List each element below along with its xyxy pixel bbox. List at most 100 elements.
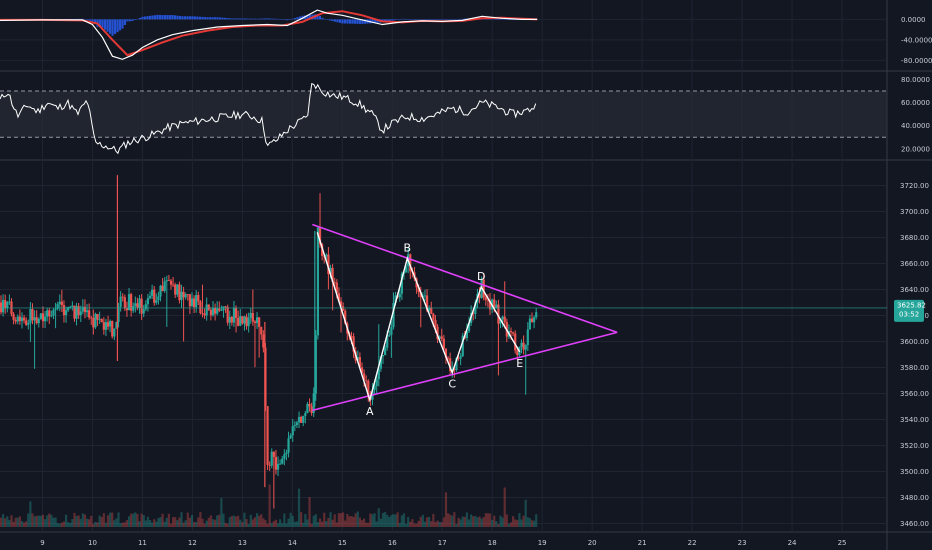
candle-body	[56, 304, 59, 309]
candle-body	[234, 307, 238, 318]
macd-histogram-bar	[158, 14, 162, 20]
candle-body	[62, 305, 66, 316]
volume-bar	[163, 521, 166, 527]
candle-body	[142, 309, 145, 314]
macd-histogram-bar	[121, 19, 124, 29]
candle-body	[75, 306, 78, 319]
price-axis[interactable]: 3720.003700.003680.003660.003640.003620.…	[900, 16, 932, 528]
candle-body	[486, 299, 490, 301]
volume-bar	[532, 520, 536, 527]
candle-body	[1, 300, 5, 313]
macd-histogram-bar	[501, 19, 504, 20]
candle-body	[127, 294, 131, 311]
volume-bar	[211, 519, 215, 527]
candle-body	[136, 303, 139, 308]
time-axis[interactable]: 9 10 11 12 13 14 15 16 17 18 19 20 21 22 23 24 25	[40, 539, 846, 547]
candle-body	[329, 267, 332, 275]
candle-body	[333, 281, 336, 283]
candle-body	[165, 280, 168, 282]
candle-body	[197, 295, 200, 302]
candle-body	[155, 300, 158, 303]
candle-body	[83, 306, 87, 313]
volume-bar	[430, 521, 433, 527]
candle-body	[16, 316, 19, 322]
volume-bar	[297, 488, 301, 527]
volume-bar	[67, 522, 70, 527]
price-tick-label: 3500.00	[900, 468, 929, 476]
last-price-badge-bg	[894, 299, 924, 322]
volume-bar	[102, 513, 105, 527]
volume-bar	[285, 523, 288, 527]
volume-bar	[327, 517, 330, 527]
abcde-wave-path[interactable]	[316, 232, 521, 403]
macd-histogram-bar	[451, 19, 454, 20]
time-tick-label: 9	[40, 539, 44, 547]
volume-bar	[111, 512, 114, 527]
volume-bar	[300, 512, 303, 527]
volume-bar	[505, 514, 508, 527]
time-tick-label: 11	[138, 539, 147, 547]
volume-bar	[367, 522, 370, 527]
candle-body	[157, 296, 160, 301]
volume-bar	[455, 523, 458, 527]
candle-body	[488, 300, 492, 310]
volume-bar	[425, 517, 429, 527]
macd-histogram-bar	[226, 18, 229, 20]
candle-body	[130, 294, 133, 311]
volume-bar	[434, 522, 437, 527]
candle-body	[117, 306, 120, 323]
volume-bar	[472, 516, 475, 527]
candle-body	[287, 438, 290, 453]
macd-histogram-bar	[406, 18, 409, 20]
macd-histogram-bar	[426, 19, 429, 20]
volume-bar	[310, 523, 313, 527]
macd-histogram-bar	[493, 18, 496, 20]
triangle-upper-line[interactable]	[312, 223, 618, 334]
volume-bar	[306, 519, 309, 527]
volume-bar	[266, 523, 269, 527]
macd-histogram-bar	[111, 19, 114, 36]
volume-bar	[478, 516, 481, 527]
candle-body	[434, 320, 437, 327]
macd-histogram-bar	[71, 18, 74, 20]
volume-bar	[184, 520, 187, 527]
macd-histogram-bar	[251, 18, 254, 20]
price-tick-label: 3580.00	[900, 364, 929, 372]
price-tick-label: 3540.00	[900, 416, 929, 424]
volume-bar	[279, 519, 282, 527]
time-tick-label: 16	[388, 539, 397, 547]
triangle-lower-line[interactable]	[312, 331, 618, 412]
volume-bar	[8, 520, 11, 527]
volume-bar	[463, 516, 466, 527]
candle-body	[0, 302, 3, 313]
volume-bar	[459, 519, 462, 527]
candle-body	[64, 310, 68, 316]
candle-body	[270, 451, 273, 466]
macd-histogram-bar	[131, 19, 134, 22]
macd-histogram-bar	[411, 19, 414, 20]
macd-tick-label: -40.0000	[901, 36, 932, 44]
macd-histogram-bar	[248, 18, 252, 20]
candle-body	[318, 227, 322, 245]
macd-histogram-bar	[446, 19, 449, 20]
macd-histogram-bar	[298, 16, 302, 20]
candle-body	[220, 310, 223, 312]
macd-tick-label: 0.0000	[901, 16, 926, 24]
volume-bar	[321, 521, 324, 527]
macd-histogram-bar	[436, 19, 439, 20]
volume-bar	[436, 520, 439, 527]
volume-bar	[188, 517, 191, 527]
macd-line	[0, 9, 538, 60]
candle-body	[115, 322, 118, 329]
volume-bar	[75, 516, 78, 527]
macd-histogram-bar	[181, 16, 184, 20]
candle-body	[60, 301, 63, 306]
volume-bar	[348, 516, 351, 527]
candle-body	[394, 295, 397, 303]
volume-bar	[264, 519, 267, 527]
volume-bar	[428, 516, 431, 527]
volume-bar	[71, 519, 74, 527]
last-price-badge: 3625.82 03:52	[894, 299, 926, 322]
candle-body	[321, 244, 324, 256]
